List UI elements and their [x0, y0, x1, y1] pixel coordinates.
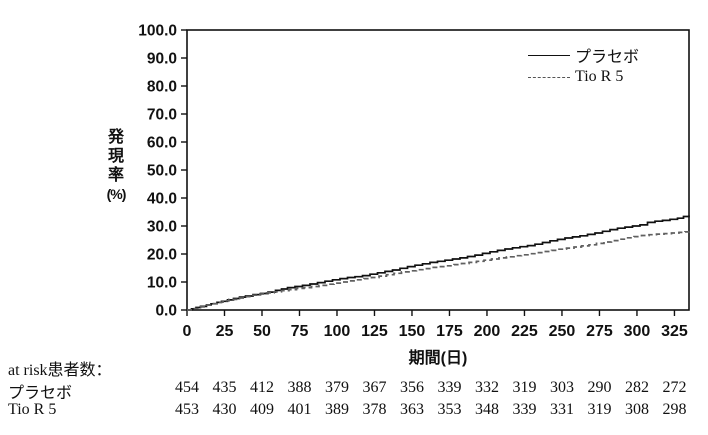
series-curve-placebo [187, 215, 690, 311]
y-tick-label: 0.0 [155, 303, 177, 320]
solid-line-swatch-icon [528, 54, 570, 56]
at-risk-value: 282 [624, 379, 649, 396]
legend-item-placebo: プラセボ [528, 44, 639, 66]
legend-label-placebo: プラセボ [575, 49, 640, 66]
at-risk-value: 332 [474, 379, 499, 396]
x-tick-label: 250 [549, 323, 576, 340]
at-risk-value: 331 [549, 401, 574, 418]
at-risk-value: 367 [362, 379, 387, 396]
at-risk-row-label: プラセボ [8, 385, 73, 402]
x-tick-label: 225 [511, 323, 538, 340]
at-risk-value: 339 [437, 379, 462, 396]
y-tick-label: 70.0 [147, 107, 177, 124]
at-risk-value: 409 [249, 401, 274, 418]
x-tick-label: 100 [324, 323, 351, 340]
y-tick-label: 30.0 [147, 219, 177, 236]
at-risk-value: 356 [399, 379, 424, 396]
y-tick-label: 20.0 [147, 247, 177, 264]
at-risk-value: 319 [587, 401, 612, 418]
at-risk-value: 453 [175, 401, 199, 418]
y-axis-title-line: 発 [107, 129, 124, 146]
at-risk-value: 272 [662, 379, 687, 396]
y-axis-title: 発現率 (%) [96, 128, 136, 204]
at-risk-header: at risk患者数： [8, 362, 112, 379]
at-risk-value: 308 [624, 401, 649, 418]
y-tick-label: 50.0 [147, 163, 177, 180]
y-axis-title-line: 率 [107, 167, 124, 184]
series-curve-tio [187, 231, 690, 311]
at-risk-value: 412 [249, 379, 274, 396]
y-tick-label: 60.0 [147, 135, 177, 152]
at-risk-value: 435 [212, 379, 237, 396]
x-axis-title: 期間(日) [408, 350, 468, 367]
at-risk-value: 363 [399, 401, 424, 418]
y-tick-label: 80.0 [147, 79, 177, 96]
at-risk-value: 389 [324, 401, 349, 418]
at-risk-value: 348 [474, 401, 499, 418]
at-risk-value: 339 [512, 401, 537, 418]
at-risk-value: 454 [175, 379, 199, 396]
x-tick-label: 25 [216, 323, 234, 340]
dashed-line-swatch-icon [528, 76, 570, 78]
at-risk-value: 319 [512, 379, 537, 396]
legend-label-tio: Tio R 5 [575, 68, 624, 85]
x-tick-label: 50 [253, 323, 271, 340]
x-tick-label: 75 [291, 323, 309, 340]
y-tick-label: 100.0 [138, 23, 177, 40]
at-risk-value: 303 [549, 379, 574, 396]
y-axis-title-line: 現 [107, 148, 124, 165]
y-axis-title-line: (%) [106, 186, 127, 202]
x-tick-label: 0 [183, 323, 192, 340]
legend-item-tio: Tio R 5 [528, 66, 639, 88]
y-tick-label: 10.0 [147, 275, 177, 292]
x-tick-label: 300 [624, 323, 651, 340]
x-tick-label: 150 [399, 323, 426, 340]
at-risk-value: 379 [324, 379, 349, 396]
at-risk-value: 353 [437, 401, 462, 418]
at-risk-value: 401 [287, 401, 312, 418]
legend: プラセボ Tio R 5 [528, 44, 639, 88]
x-tick-label: 175 [436, 323, 463, 340]
at-risk-value: 298 [662, 401, 687, 418]
at-risk-value: 290 [587, 379, 612, 396]
at-risk-value: 378 [362, 401, 387, 418]
y-tick-label: 40.0 [147, 191, 177, 208]
x-tick-label: 200 [474, 323, 501, 340]
at-risk-row-label: Tio R 5 [8, 401, 57, 418]
x-tick-label: 125 [361, 323, 388, 340]
at-risk-value: 430 [212, 401, 237, 418]
x-tick-label: 325 [661, 323, 688, 340]
x-tick-label: 275 [586, 323, 613, 340]
at-risk-value: 388 [287, 379, 312, 396]
y-tick-label: 90.0 [147, 51, 177, 68]
